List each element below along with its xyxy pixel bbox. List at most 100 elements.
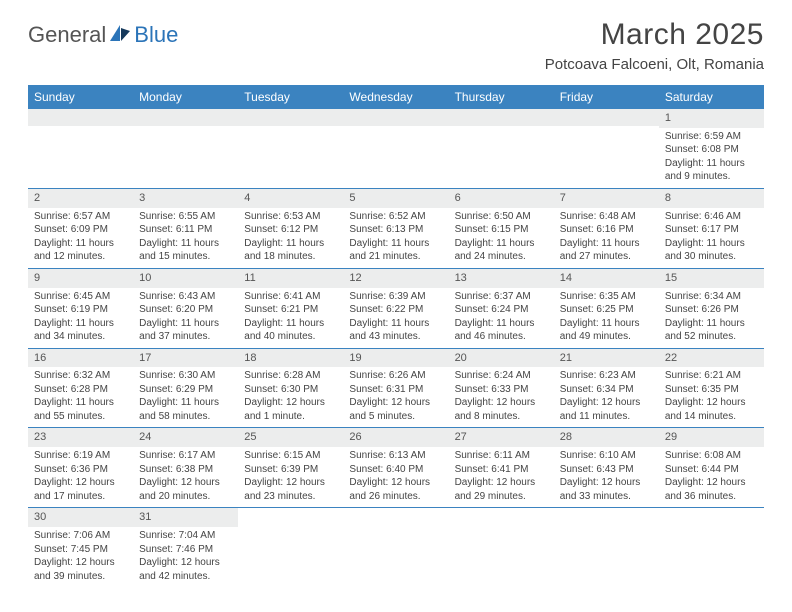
sunset-line: Sunset: 6:39 PM (244, 463, 337, 477)
day-details: Sunrise: 6:55 AMSunset: 6:11 PMDaylight:… (133, 208, 238, 268)
sunset-line: Sunset: 6:09 PM (34, 223, 127, 237)
day-details: Sunrise: 6:52 AMSunset: 6:13 PMDaylight:… (343, 208, 448, 268)
day-details: Sunrise: 7:06 AMSunset: 7:45 PMDaylight:… (28, 527, 133, 587)
sunset-line: Sunset: 6:26 PM (665, 303, 758, 317)
sunset-line: Sunset: 6:40 PM (349, 463, 442, 477)
calendar-day-cell: 26Sunrise: 6:13 AMSunset: 6:40 PMDayligh… (343, 428, 448, 508)
sunset-line: Sunset: 6:25 PM (560, 303, 653, 317)
sunset-line: Sunset: 6:08 PM (665, 143, 758, 157)
day-number: 17 (133, 349, 238, 368)
calendar-day-cell (28, 109, 133, 188)
calendar-day-cell: 27Sunrise: 6:11 AMSunset: 6:41 PMDayligh… (449, 428, 554, 508)
calendar-day-cell: 31Sunrise: 7:04 AMSunset: 7:46 PMDayligh… (133, 508, 238, 587)
sunrise-line: Sunrise: 6:50 AM (455, 210, 548, 224)
sunrise-line: Sunrise: 6:21 AM (665, 369, 758, 383)
day-details: Sunrise: 6:26 AMSunset: 6:31 PMDaylight:… (343, 367, 448, 427)
sunrise-line: Sunrise: 6:57 AM (34, 210, 127, 224)
sunset-line: Sunset: 6:29 PM (139, 383, 232, 397)
day-details: Sunrise: 6:08 AMSunset: 6:44 PMDaylight:… (659, 447, 764, 507)
weekday-header: Thursday (449, 85, 554, 109)
sunset-line: Sunset: 6:16 PM (560, 223, 653, 237)
sunset-line: Sunset: 6:35 PM (665, 383, 758, 397)
day-details: Sunrise: 7:04 AMSunset: 7:46 PMDaylight:… (133, 527, 238, 587)
sunrise-line: Sunrise: 6:08 AM (665, 449, 758, 463)
day-details: Sunrise: 6:41 AMSunset: 6:21 PMDaylight:… (238, 288, 343, 348)
calendar-day-cell (554, 109, 659, 188)
empty-day-header (28, 109, 133, 126)
daylight-line: Daylight: 12 hours and 42 minutes. (139, 556, 232, 583)
day-details: Sunrise: 6:17 AMSunset: 6:38 PMDaylight:… (133, 447, 238, 507)
daylight-line: Daylight: 11 hours and 27 minutes. (560, 237, 653, 264)
day-details: Sunrise: 6:59 AMSunset: 6:08 PMDaylight:… (659, 128, 764, 188)
daylight-line: Daylight: 11 hours and 34 minutes. (34, 317, 127, 344)
daylight-line: Daylight: 12 hours and 23 minutes. (244, 476, 337, 503)
empty-day-header (133, 109, 238, 126)
weekday-header-row: SundayMondayTuesdayWednesdayThursdayFrid… (28, 85, 764, 109)
sunrise-line: Sunrise: 7:04 AM (139, 529, 232, 543)
sunrise-line: Sunrise: 6:11 AM (455, 449, 548, 463)
sunset-line: Sunset: 7:45 PM (34, 543, 127, 557)
calendar-week-row: 1Sunrise: 6:59 AMSunset: 6:08 PMDaylight… (28, 109, 764, 188)
daylight-line: Daylight: 11 hours and 46 minutes. (455, 317, 548, 344)
sunset-line: Sunset: 7:46 PM (139, 543, 232, 557)
daylight-line: Daylight: 11 hours and 52 minutes. (665, 317, 758, 344)
calendar-day-cell: 4Sunrise: 6:53 AMSunset: 6:12 PMDaylight… (238, 188, 343, 268)
day-number: 16 (28, 349, 133, 368)
calendar-day-cell (133, 109, 238, 188)
sunrise-line: Sunrise: 6:45 AM (34, 290, 127, 304)
calendar-day-cell: 23Sunrise: 6:19 AMSunset: 6:36 PMDayligh… (28, 428, 133, 508)
weekday-header: Monday (133, 85, 238, 109)
daylight-line: Daylight: 11 hours and 9 minutes. (665, 157, 758, 184)
daylight-line: Daylight: 12 hours and 36 minutes. (665, 476, 758, 503)
sunset-line: Sunset: 6:13 PM (349, 223, 442, 237)
day-number: 30 (28, 508, 133, 527)
calendar-day-cell: 28Sunrise: 6:10 AMSunset: 6:43 PMDayligh… (554, 428, 659, 508)
day-details: Sunrise: 6:21 AMSunset: 6:35 PMDaylight:… (659, 367, 764, 427)
calendar-week-row: 9Sunrise: 6:45 AMSunset: 6:19 PMDaylight… (28, 268, 764, 348)
sunrise-line: Sunrise: 6:30 AM (139, 369, 232, 383)
sunset-line: Sunset: 6:31 PM (349, 383, 442, 397)
daylight-line: Daylight: 12 hours and 20 minutes. (139, 476, 232, 503)
day-details: Sunrise: 6:15 AMSunset: 6:39 PMDaylight:… (238, 447, 343, 507)
day-details: Sunrise: 6:43 AMSunset: 6:20 PMDaylight:… (133, 288, 238, 348)
daylight-line: Daylight: 11 hours and 37 minutes. (139, 317, 232, 344)
sunset-line: Sunset: 6:43 PM (560, 463, 653, 477)
calendar-day-cell: 22Sunrise: 6:21 AMSunset: 6:35 PMDayligh… (659, 348, 764, 428)
calendar-week-row: 16Sunrise: 6:32 AMSunset: 6:28 PMDayligh… (28, 348, 764, 428)
weekday-header: Saturday (659, 85, 764, 109)
day-number: 4 (238, 189, 343, 208)
sunrise-line: Sunrise: 6:52 AM (349, 210, 442, 224)
day-details: Sunrise: 6:11 AMSunset: 6:41 PMDaylight:… (449, 447, 554, 507)
logo-text-blue: Blue (134, 22, 178, 48)
calendar-day-cell: 1Sunrise: 6:59 AMSunset: 6:08 PMDaylight… (659, 109, 764, 188)
calendar-day-cell: 17Sunrise: 6:30 AMSunset: 6:29 PMDayligh… (133, 348, 238, 428)
day-details: Sunrise: 6:34 AMSunset: 6:26 PMDaylight:… (659, 288, 764, 348)
day-number: 18 (238, 349, 343, 368)
sunset-line: Sunset: 6:33 PM (455, 383, 548, 397)
day-details: Sunrise: 6:48 AMSunset: 6:16 PMDaylight:… (554, 208, 659, 268)
calendar-day-cell (238, 109, 343, 188)
day-number: 1 (659, 109, 764, 128)
daylight-line: Daylight: 11 hours and 49 minutes. (560, 317, 653, 344)
day-number: 24 (133, 428, 238, 447)
logo-text-general: General (28, 22, 106, 48)
day-number: 31 (133, 508, 238, 527)
empty-day-header (343, 109, 448, 126)
calendar-day-cell: 18Sunrise: 6:28 AMSunset: 6:30 PMDayligh… (238, 348, 343, 428)
calendar-day-cell: 5Sunrise: 6:52 AMSunset: 6:13 PMDaylight… (343, 188, 448, 268)
weekday-header: Friday (554, 85, 659, 109)
sunset-line: Sunset: 6:19 PM (34, 303, 127, 317)
sunset-line: Sunset: 6:20 PM (139, 303, 232, 317)
sunrise-line: Sunrise: 6:53 AM (244, 210, 337, 224)
day-number: 5 (343, 189, 448, 208)
day-details: Sunrise: 6:23 AMSunset: 6:34 PMDaylight:… (554, 367, 659, 427)
calendar-day-cell (343, 109, 448, 188)
day-number: 29 (659, 428, 764, 447)
sunset-line: Sunset: 6:22 PM (349, 303, 442, 317)
calendar-day-cell: 19Sunrise: 6:26 AMSunset: 6:31 PMDayligh… (343, 348, 448, 428)
sunrise-line: Sunrise: 6:28 AM (244, 369, 337, 383)
day-number: 26 (343, 428, 448, 447)
sunset-line: Sunset: 6:28 PM (34, 383, 127, 397)
day-number: 8 (659, 189, 764, 208)
calendar-day-cell (343, 508, 448, 587)
